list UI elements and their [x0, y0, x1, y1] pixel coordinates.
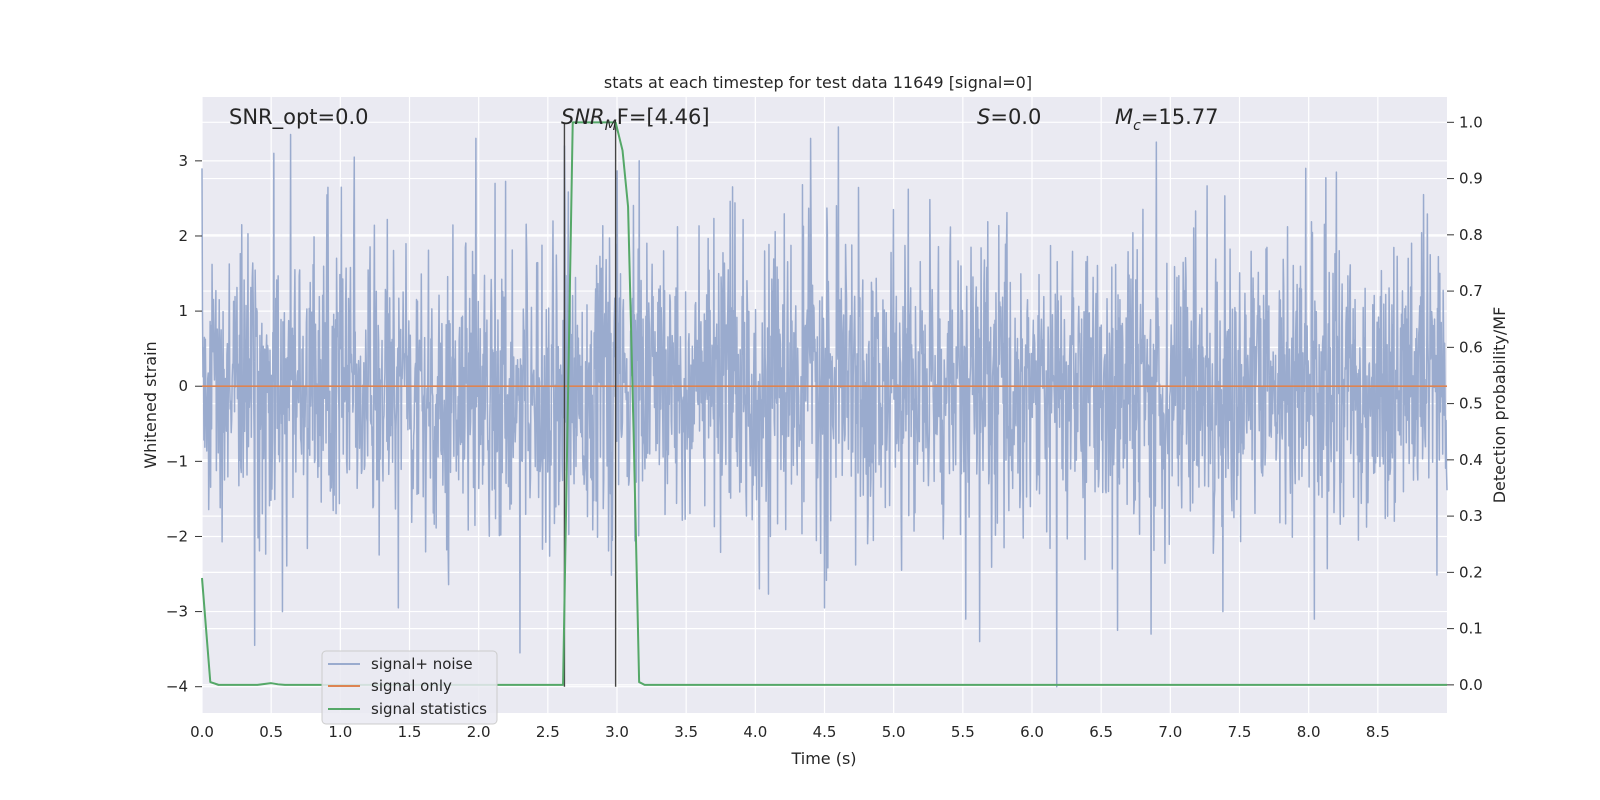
y2-tick-label: 0.0 [1459, 676, 1483, 694]
x-axis-ticks: 0.0 0.5 1.0 1.5 2.0 2.5 3.0 3.5 4.0 4.5 5.0 5.5 6.0 6… [190, 723, 1390, 741]
signal-noise-line [201, 126, 1448, 688]
x-tick-label: 5.5 [951, 723, 975, 741]
y-tick-label: 1 [178, 302, 188, 320]
y2-tick-label: 0.4 [1459, 451, 1483, 469]
legend-label-signal-only: signal only [371, 677, 452, 695]
x-tick-label: 0.0 [190, 723, 214, 741]
x-axis-title: Time (s) [790, 749, 856, 768]
x-tick-label: 1.0 [328, 723, 352, 741]
annotation-mc: Mc=15.77 [1115, 105, 1219, 134]
y-tick-label: 2 [178, 227, 188, 245]
chart-title: stats at each timestep for test data 116… [604, 73, 1032, 92]
y2-tick-label: 0.5 [1459, 395, 1483, 413]
x-tick-label: 6.5 [1089, 723, 1113, 741]
x-tick-label: 2.0 [467, 723, 491, 741]
annotation-snr-opt: SNR_opt=0.0 [229, 105, 369, 130]
annotation-mc-sub: c [1133, 118, 1141, 134]
annotation-s: S=0.0 [977, 105, 1041, 129]
x-tick-label: 8.0 [1297, 723, 1321, 741]
x-tick-label: 3.0 [605, 723, 629, 741]
x-tick-label: 7.0 [1158, 723, 1182, 741]
x-tick-label: 5.0 [882, 723, 906, 741]
annotation-snr-mf-rest: F=[4.46] [617, 105, 710, 129]
y2-tick-label: 0.3 [1459, 507, 1483, 525]
y-tick-label: 0 [178, 377, 188, 395]
y-tick-label: −2 [166, 527, 188, 545]
annotation-snr-mf-sub: M [605, 118, 617, 134]
signal-statistics-series [201, 121, 1447, 686]
y2-tick-label: 0.9 [1459, 170, 1483, 188]
y-axis-title: Whitened strain [141, 341, 160, 468]
y2-tick-label: 0.7 [1459, 282, 1483, 300]
x-tick-label: 4.0 [743, 723, 767, 741]
y-tick-label: 3 [178, 152, 188, 170]
x-tick-label: 2.5 [536, 723, 560, 741]
legend-box [321, 650, 498, 725]
annotation-s-main: S [977, 105, 990, 129]
x-tick-label: 1.5 [398, 723, 422, 741]
y-tick-label: −4 [166, 678, 188, 696]
annotation-snr-mf-main: SNR [561, 105, 605, 129]
y-axis-ticks: 3 2 1 0 −1 −2 −3 −4 [166, 152, 202, 696]
y2-tick-label: 0.8 [1459, 226, 1483, 244]
annotation-mc-rest: =15.77 [1141, 105, 1219, 129]
y-tick-label: −3 [166, 603, 188, 621]
signal-statistics-line [201, 121, 1447, 686]
y-tick-label: −1 [166, 452, 188, 470]
x-tick-label: 8.5 [1366, 723, 1390, 741]
signal-noise-series [201, 126, 1448, 688]
x-tick-label: 6.0 [1020, 723, 1044, 741]
x-tick-label: 0.5 [259, 723, 283, 741]
annotation-mc-main: M [1115, 105, 1133, 129]
annotation-snr-mf: SNRMF=[4.46] [561, 105, 710, 134]
y2-axis-ticks: 1.0 0.9 0.8 0.7 0.6 0.5 0.4 0.3 0.2 0.1 0.0 [1447, 113, 1483, 694]
x-tick-label: 4.5 [813, 723, 837, 741]
y2-tick-label: 1.0 [1459, 113, 1483, 131]
annotation-s-rest: =0.0 [990, 105, 1041, 129]
y2-tick-label: 0.6 [1459, 338, 1483, 356]
legend: signal+ noise signal only signal statist… [321, 650, 498, 725]
y2-tick-label: 0.1 [1459, 620, 1483, 638]
legend-label-statistics: signal statistics [371, 700, 487, 718]
legend-label-noise: signal+ noise [371, 655, 473, 673]
x-tick-label: 7.5 [1228, 723, 1252, 741]
y2-tick-label: 0.2 [1459, 563, 1483, 581]
x-tick-label: 3.5 [674, 723, 698, 741]
y2-axis-title: Detection probability/MF [1490, 307, 1509, 504]
